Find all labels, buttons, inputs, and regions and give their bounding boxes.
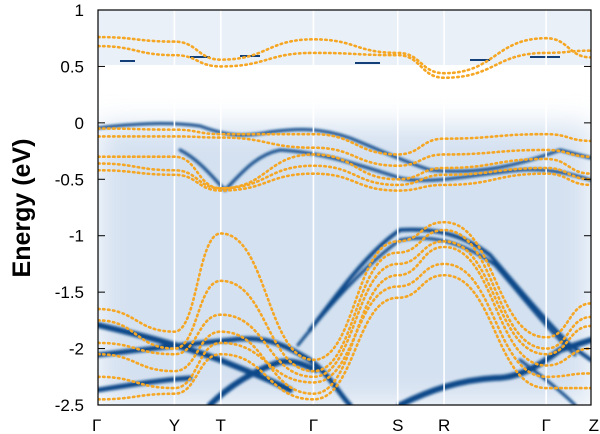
y-axis-title: Energy (eV) [8,139,36,278]
plot-area [97,9,592,406]
y-tick-label: -1.5 [55,283,84,302]
spectral-band-1 [98,122,591,173]
spectral-band-9 [98,375,193,393]
y-tick-label: -2 [69,340,84,359]
k-point-label: Y [169,416,180,434]
y-tick-label: 0 [75,114,84,133]
dft-band-9 [98,240,591,379]
dft-bands [98,35,591,401]
spectral-band-4 [296,236,577,357]
k-point-label: Γ [541,416,550,434]
dft-band-8 [98,228,591,373]
y-tick-label: -2.5 [55,396,84,415]
dft-band-3 [98,135,591,168]
dft-band-4 [98,153,591,190]
dft-band-6 [98,168,591,192]
y-axis: 1 0.5 0 -0.5 -1 -1.5 -2 -2.5 [55,1,591,415]
dft-band-2 [98,127,591,156]
dft-band-12 [98,273,591,401]
dft-band-5 [98,162,591,190]
k-point-lines [173,10,547,405]
y-tick-label: 0.5 [60,57,84,76]
k-point-label: Z [589,416,599,434]
plot-frame [97,9,592,406]
spectral-band-3 [308,227,591,362]
y-tick-label: 1 [75,1,84,20]
spectral-band-10 [518,358,577,405]
k-point-label: Γ [309,416,318,434]
dft-band-11 [98,262,591,390]
k-point-label: R [438,416,450,434]
spectral-haze-top [98,10,591,65]
dft-band-0 [98,35,591,75]
y-tick-label: -1 [69,227,84,246]
dft-band-1 [98,44,591,80]
spectral-band-5 [98,322,293,393]
dft-band-7 [98,220,591,362]
k-point-label: S [392,416,403,434]
k-point-label: T [216,416,226,434]
y-tick-label: -0.5 [55,170,84,189]
k-point-label: Γ [92,416,101,434]
